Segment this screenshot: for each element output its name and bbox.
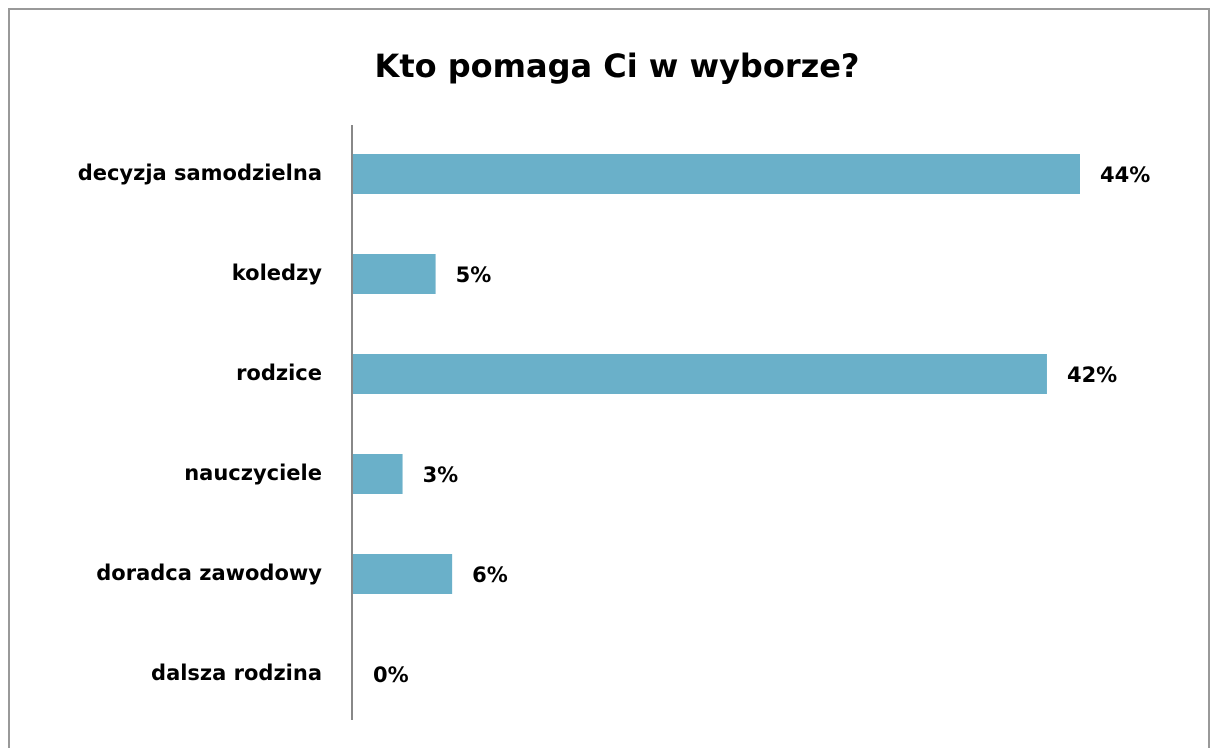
bar [353, 354, 1047, 394]
category-label: nauczyciele [184, 461, 322, 485]
category-label: doradca zawodowy [96, 561, 322, 585]
category-label: decyzja samodzielna [78, 161, 322, 185]
chart-title: Kto pomaga Ci w wyborze? [375, 47, 860, 85]
category-label: koledzy [232, 261, 323, 285]
value-label: 0% [373, 663, 409, 687]
bar [353, 454, 403, 494]
value-label: 44% [1100, 163, 1150, 187]
bar [353, 154, 1080, 194]
category-label: dalsza rodzina [151, 661, 322, 685]
value-label: 42% [1067, 363, 1117, 387]
category-label: rodzice [236, 361, 322, 385]
value-label: 6% [472, 563, 508, 587]
value-label: 3% [423, 463, 459, 487]
bar [353, 254, 436, 294]
bar [353, 554, 453, 594]
value-label: 5% [456, 263, 492, 287]
